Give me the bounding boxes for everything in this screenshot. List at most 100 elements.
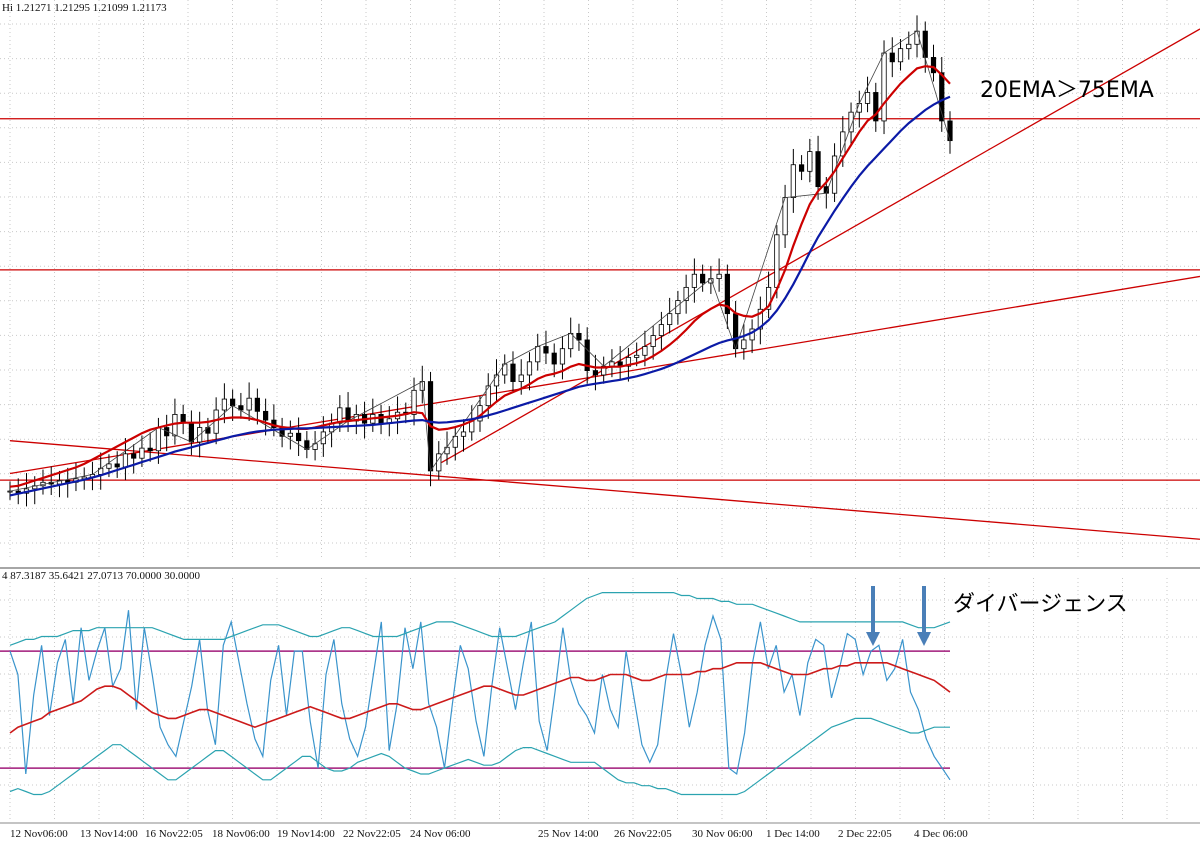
chart-grid <box>0 0 1200 824</box>
candle-body <box>263 410 269 421</box>
candle-body <box>188 422 195 443</box>
candle-body <box>131 453 137 459</box>
candle-body <box>568 332 574 350</box>
ema75-line <box>9 95 951 497</box>
oscillator-ma-line <box>9 662 951 734</box>
candle-body <box>658 324 665 336</box>
price-header: Hi 1.21271 1.21295 1.21099 1.21173 <box>2 2 167 14</box>
candle-body <box>798 164 805 172</box>
candle-body <box>947 120 953 142</box>
candle-body <box>122 453 129 468</box>
candle-body <box>873 92 879 122</box>
candle-body <box>848 111 854 133</box>
candle-body <box>345 407 351 422</box>
candle-body <box>230 398 236 407</box>
candle-body <box>493 374 500 387</box>
candle-body <box>914 30 920 45</box>
divergence-arrow-head <box>866 632 880 646</box>
candle-body <box>526 361 533 376</box>
candle-body <box>864 92 871 104</box>
x-tick-label: 25 Nov 14:00 <box>538 828 599 840</box>
candle-body <box>625 357 632 367</box>
candle-body <box>155 427 162 452</box>
divergence-annotation: ダイバージェンス <box>953 592 1128 617</box>
x-tick-label: 4 Dec 06:00 <box>914 828 968 840</box>
candle-body <box>716 273 722 280</box>
candle-body <box>897 48 904 63</box>
x-tick-label: 18 Nov06:00 <box>212 828 270 840</box>
candle-body <box>535 346 541 363</box>
candle-body <box>939 72 945 122</box>
candle-body <box>139 447 145 459</box>
candle-body <box>724 273 730 315</box>
divergence-arrow-head <box>917 632 931 646</box>
x-tick-label: 19 Nov14:00 <box>277 828 335 840</box>
candle-body <box>559 348 566 365</box>
candle-body <box>765 286 772 310</box>
x-tick-label: 12 Nov06:00 <box>10 828 68 840</box>
candle-body <box>411 389 417 415</box>
x-tick-label: 24 Nov 06:00 <box>410 828 471 840</box>
price-panel <box>0 15 1200 540</box>
candle-body <box>460 431 467 437</box>
x-tick-label: 26 Nov22:05 <box>614 828 672 840</box>
candle-body <box>930 57 937 74</box>
x-tick-label: 16 Nov22:05 <box>145 828 203 840</box>
candle-body <box>592 370 599 376</box>
candle-body <box>543 346 549 354</box>
band-lower-line <box>9 717 950 796</box>
candle-body <box>642 346 648 356</box>
candle-body <box>172 414 178 437</box>
x-tick-label: 30 Nov 06:00 <box>692 828 753 840</box>
band-upper-line <box>9 592 951 646</box>
candle-body <box>378 414 384 424</box>
candle-body <box>774 234 780 288</box>
candle-body <box>889 52 895 63</box>
x-tick-label: 1 Dec 14:00 <box>766 828 820 840</box>
candle-body <box>807 151 813 172</box>
divergence-arrows <box>866 586 931 646</box>
candle-body <box>114 463 120 468</box>
candle-body <box>337 407 343 424</box>
candle-body <box>518 374 524 382</box>
x-tick-label: 22 Nov22:05 <box>343 828 401 840</box>
candle-body <box>691 273 697 288</box>
oscillator-header: 4 87.3187 35.6421 27.0713 70.0000 30.000… <box>2 570 200 582</box>
candle-body <box>881 52 887 122</box>
candle-body <box>576 332 582 341</box>
candle-body <box>254 397 260 412</box>
oscillator-panel <box>0 592 951 796</box>
candle-body <box>584 339 590 372</box>
oscillator-line <box>9 610 951 781</box>
candle-body <box>815 151 821 188</box>
ema20-line <box>9 65 951 488</box>
candle-body <box>106 463 112 469</box>
candle-body <box>906 43 912 50</box>
candle-body <box>485 385 491 407</box>
candle-body <box>246 397 252 411</box>
candle-body <box>452 435 458 448</box>
candle-body <box>741 339 747 350</box>
candle-body <box>7 490 13 493</box>
candle-body <box>634 354 640 358</box>
candle-body <box>840 131 846 157</box>
x-tick-label: 2 Dec 22:05 <box>838 828 892 840</box>
candle-body <box>444 446 450 455</box>
zigzag-line <box>9 30 951 492</box>
candle-body <box>700 273 706 284</box>
candle-body <box>667 313 673 326</box>
candle-body <box>147 447 153 452</box>
candle-body <box>609 361 615 367</box>
candle-body <box>221 398 227 411</box>
candle-body <box>683 286 689 301</box>
candle-body <box>287 432 293 437</box>
candle-body <box>790 164 796 198</box>
candle-body <box>650 335 656 347</box>
candle-body <box>757 308 763 330</box>
candle-body <box>295 432 302 442</box>
candle-body <box>551 352 557 365</box>
candle-body <box>510 363 516 382</box>
ema-annotation: 20EMA＞75EMA <box>980 78 1154 103</box>
